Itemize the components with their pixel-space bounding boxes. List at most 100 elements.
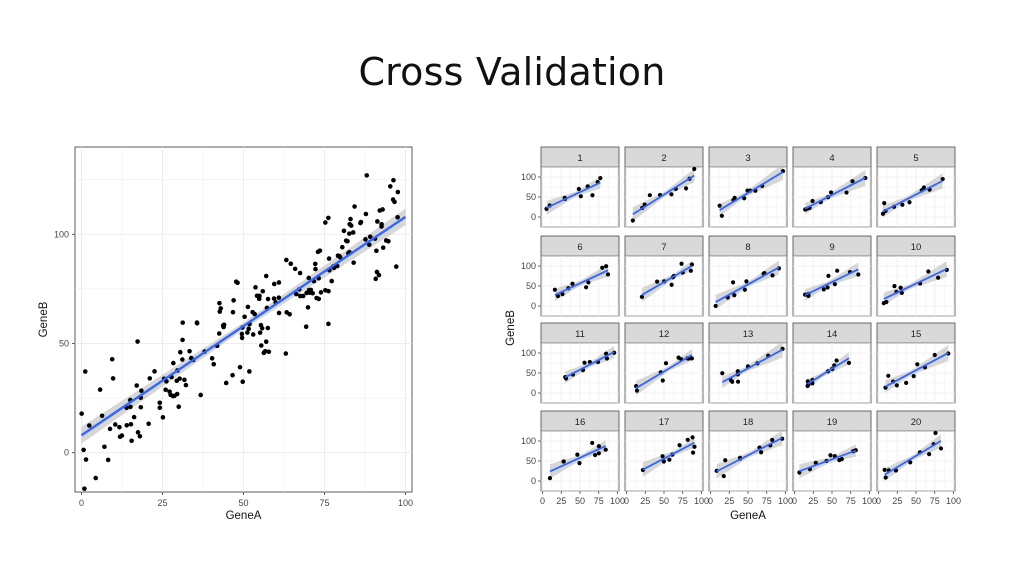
facet-x-tick-label: 100 bbox=[778, 496, 793, 506]
facet-y-tick-label: 0 bbox=[531, 476, 536, 486]
main-point bbox=[82, 369, 88, 374]
facet-strip-label: 5 bbox=[913, 153, 918, 164]
facet-x-tick-label: 25 bbox=[808, 496, 818, 506]
facet-panel-18: 18 0 25 50 75 100 bbox=[708, 410, 793, 506]
facet-y-tick-label: 0 bbox=[531, 212, 536, 222]
main-scatter-plot: 0 25 50 75 100 0 50 100 GeneA GeneB bbox=[38, 146, 413, 522]
main-point bbox=[303, 324, 309, 329]
facet-point bbox=[882, 200, 887, 206]
main-point bbox=[237, 364, 243, 370]
main-point bbox=[348, 223, 354, 228]
facet-point bbox=[561, 459, 566, 464]
facet-x-tick-label: 100 bbox=[610, 496, 625, 506]
facet-point bbox=[886, 373, 891, 378]
main-point bbox=[395, 189, 401, 195]
facet-panel-10: 10 bbox=[876, 235, 956, 317]
facet-point bbox=[892, 284, 897, 289]
facet-point bbox=[630, 218, 635, 223]
facet-point bbox=[669, 282, 674, 287]
facet-point bbox=[825, 285, 830, 290]
facet-point bbox=[856, 272, 861, 277]
facet-fit-line bbox=[641, 265, 693, 296]
main-point bbox=[183, 382, 189, 388]
facet-point bbox=[735, 379, 741, 384]
facet-point bbox=[660, 378, 665, 383]
facet-point bbox=[908, 460, 913, 465]
facet-strip-label: 7 bbox=[661, 242, 666, 253]
slide-title: Cross Validation bbox=[358, 50, 666, 94]
facet-panel-16: 16 0 50 100 0 25 50 75 100 bbox=[521, 410, 625, 506]
facet-point bbox=[677, 443, 682, 448]
main-point bbox=[390, 197, 396, 202]
main-point bbox=[265, 296, 271, 302]
main-point bbox=[305, 305, 311, 310]
main-point bbox=[172, 393, 177, 399]
facet-point bbox=[880, 211, 886, 216]
main-point bbox=[294, 291, 299, 297]
main-point bbox=[110, 376, 116, 381]
main-point bbox=[271, 281, 277, 287]
main-point bbox=[329, 278, 335, 284]
main-point bbox=[102, 444, 107, 450]
facet-point bbox=[713, 303, 718, 309]
main-point bbox=[138, 404, 144, 410]
facet-x-axis-title: GeneA bbox=[730, 510, 766, 522]
facet-point bbox=[828, 190, 834, 195]
main-point bbox=[239, 331, 245, 337]
facet-point bbox=[560, 292, 565, 297]
main-point bbox=[292, 266, 298, 272]
facet-point bbox=[690, 435, 695, 440]
facet-x-tick-label: 50 bbox=[575, 496, 585, 506]
main-point bbox=[152, 369, 157, 374]
facet-point bbox=[669, 192, 674, 197]
main-point bbox=[112, 422, 118, 427]
main-point bbox=[323, 220, 328, 225]
main-point bbox=[97, 387, 103, 392]
main-point bbox=[139, 388, 144, 394]
main-point bbox=[276, 280, 282, 285]
main-point bbox=[257, 330, 263, 335]
facet-point bbox=[586, 280, 591, 285]
facet-x-tick-label: 50 bbox=[659, 496, 669, 506]
facet-point bbox=[805, 383, 810, 389]
facet-point bbox=[915, 362, 920, 367]
main-point bbox=[284, 310, 290, 315]
facet-fit-line bbox=[554, 269, 609, 296]
facet-fit-line bbox=[719, 171, 784, 211]
facet-point bbox=[570, 281, 575, 286]
main-point bbox=[348, 216, 353, 222]
facet-x-tick-label: 25 bbox=[556, 496, 566, 506]
facet-panel-5: 5 bbox=[876, 146, 956, 228]
facet-fit-line bbox=[721, 348, 784, 384]
main-point bbox=[263, 339, 269, 344]
main-point bbox=[265, 325, 271, 331]
facet-fit-line bbox=[804, 177, 866, 210]
main-point bbox=[180, 357, 185, 362]
facet-point bbox=[590, 193, 595, 198]
main-point bbox=[276, 310, 282, 316]
main-point bbox=[221, 324, 226, 330]
main-point bbox=[310, 290, 316, 296]
main-point bbox=[263, 273, 269, 279]
main-point bbox=[194, 320, 200, 325]
main-point bbox=[288, 261, 294, 267]
main-point bbox=[386, 239, 391, 244]
facet-panel-14: 14 bbox=[792, 322, 872, 404]
main-x-tick-label: 75 bbox=[320, 498, 330, 508]
facet-x-tick-label: 0 bbox=[708, 496, 713, 506]
main-point bbox=[239, 335, 245, 341]
facet-point bbox=[732, 293, 737, 298]
main-point bbox=[147, 376, 153, 381]
main-point bbox=[363, 237, 368, 242]
facet-point bbox=[821, 287, 826, 292]
main-point bbox=[242, 314, 247, 320]
facet-x-tick-label: 25 bbox=[640, 496, 650, 506]
facet-point bbox=[742, 196, 747, 201]
facet-strip-label: 12 bbox=[659, 329, 670, 340]
main-point bbox=[230, 372, 235, 378]
facet-fit-line bbox=[546, 181, 601, 209]
main-point bbox=[313, 266, 318, 272]
main-point bbox=[350, 230, 356, 235]
main-point bbox=[187, 348, 192, 354]
